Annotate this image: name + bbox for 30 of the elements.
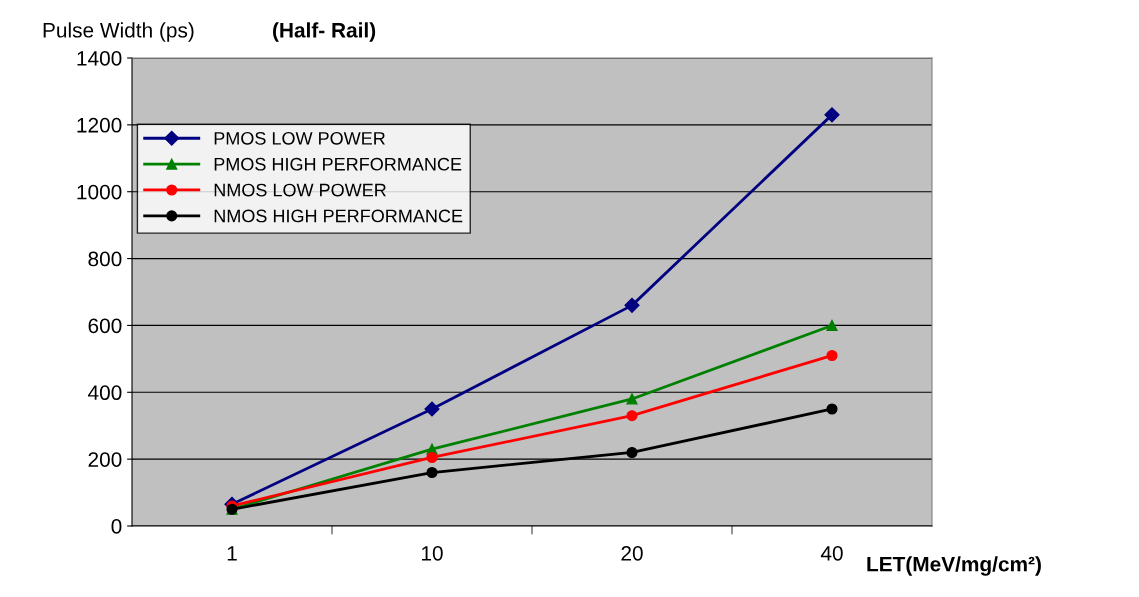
chart-title: (Half- Rail) bbox=[273, 22, 376, 42]
y-tick-label: 1400 bbox=[77, 51, 122, 66]
point bbox=[826, 349, 838, 362]
point bbox=[626, 410, 638, 422]
point bbox=[426, 466, 438, 479]
y-tick-label: 1200 bbox=[77, 117, 122, 133]
point bbox=[826, 403, 838, 415]
point bbox=[826, 319, 838, 331]
point bbox=[624, 297, 640, 313]
y-axis-title: Pulse Width (ps) bbox=[43, 22, 194, 42]
y-tick-label: 1000 bbox=[77, 184, 122, 200]
point bbox=[426, 451, 438, 464]
point bbox=[824, 107, 840, 123]
y-tick-label: 600 bbox=[88, 318, 122, 334]
y-tick-label: 0 bbox=[111, 519, 122, 534]
x-axis-title: LET(MeV/mg/cm²) bbox=[867, 556, 1041, 576]
legend-label: NMOS HIGH PERFORMANCE bbox=[214, 209, 463, 223]
legend-label: PMOS LOW POWER bbox=[214, 131, 385, 145]
point bbox=[626, 446, 638, 459]
x-tick-label: 10 bbox=[422, 545, 443, 561]
y-tick-label: 200 bbox=[88, 452, 122, 467]
legend-label: PMOS HIGH PERFORMANCE bbox=[214, 157, 462, 171]
y-tick-label: 400 bbox=[88, 385, 122, 401]
point bbox=[424, 401, 440, 417]
x-tick-label: 40 bbox=[820, 545, 843, 561]
x-tick-label: 20 bbox=[621, 545, 643, 561]
legend-label: NMOS LOW POWER bbox=[214, 183, 386, 197]
y-tick-label: 800 bbox=[88, 251, 122, 267]
point bbox=[626, 393, 638, 405]
x-tick-label: 1 bbox=[227, 546, 237, 561]
